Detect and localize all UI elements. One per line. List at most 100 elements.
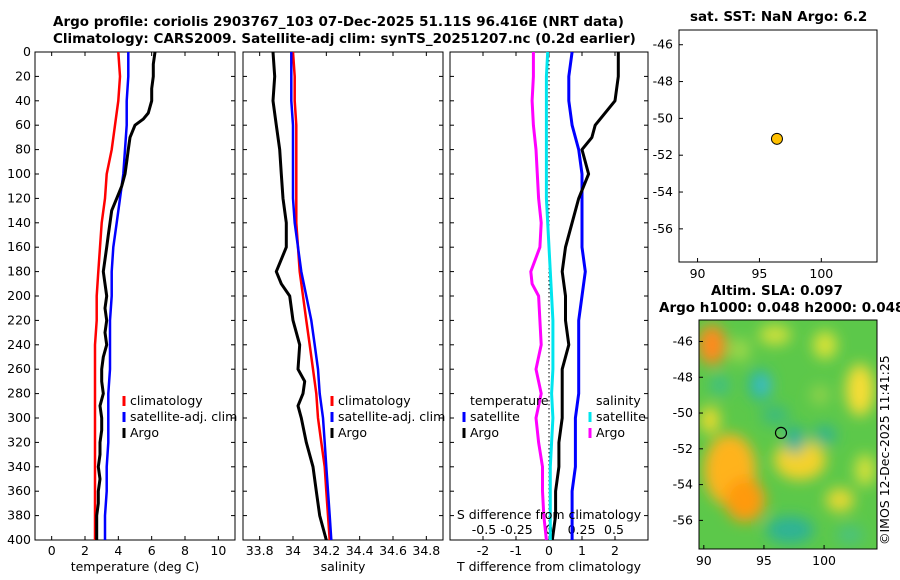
y-tick-label: 380	[7, 508, 31, 523]
sst-map-axes-box	[678, 29, 878, 263]
copyright-label: ©IMOS 12-Dec-2025 11:41:25	[877, 355, 892, 545]
sst-map-title: sat. SST: NaN Argo: 6.2	[690, 9, 868, 25]
map-y-tick-label: -46	[673, 333, 693, 348]
sla-map-panel: 90 95 100 -46 -48 -50 -52 -54 -56	[673, 319, 878, 568]
series-satellite-adj-clim	[290, 52, 333, 541]
y-tick-label: 180	[7, 264, 31, 279]
legend-satellite-label: satellite-adj. clim	[130, 409, 237, 424]
y-tick-label: 0	[23, 44, 31, 59]
legend-s-satellite-label: satellite	[596, 409, 646, 424]
y-tick-label: 320	[7, 434, 31, 449]
difference-legend-temperature: temperature satellite Argo	[462, 393, 549, 440]
series-climatology	[93, 51, 122, 540]
x-tick-label: -2	[477, 543, 489, 558]
legend-t-satellite-label: satellite	[470, 409, 520, 424]
y-tick-label: 400	[7, 532, 31, 547]
map-y-tick-label: -56	[673, 512, 693, 527]
x-tick-label: 4	[114, 543, 122, 558]
series-temperature-satellite	[567, 51, 587, 540]
x-tick-label: 6	[148, 543, 156, 558]
x-tick-label: 10	[210, 543, 226, 558]
difference-panel: -2 -1 0 1 2-0.5 -0.25 0 0.25 0.5 temperature sat…	[449, 51, 649, 574]
s-tick-label: 0.5	[604, 522, 624, 537]
series-satellite-adj-clim	[103, 52, 130, 540]
argo-location-marker	[774, 426, 788, 439]
sla-map-title-line2: Argo h1000: 0.048 h2000: 0.048	[659, 300, 900, 316]
y-tick-label: 240	[7, 337, 31, 352]
legend-climatology-label: climatology	[338, 393, 411, 408]
x-tick-label: 33.8	[246, 543, 274, 558]
x-tick-label: 0	[48, 543, 56, 558]
map-y-tick-label: -52	[653, 147, 673, 162]
sst-map-panel: 90 95 100 -46 -48 -50 -52 -54 -56	[653, 29, 878, 281]
series-salinity-argo	[529, 52, 548, 541]
salinity-legend: climatology satellite-adj. clim Argo	[330, 393, 445, 440]
y-tick-label: 100	[7, 166, 31, 181]
y-tick-label: 280	[7, 386, 31, 401]
map-y-tick-label: -56	[653, 221, 673, 236]
figure-title-line1: Argo profile: coriolis 2903767_103 07-De…	[53, 14, 624, 30]
map-y-tick-label: -48	[653, 74, 673, 89]
s-tick-label: -0.5	[472, 522, 496, 537]
y-tick-label: 360	[7, 483, 31, 498]
legend-s-argo-label: Argo	[596, 425, 625, 440]
x-tick-label: 1	[578, 543, 586, 558]
legend-climatology-label: climatology	[130, 393, 203, 408]
y-tick-label: 260	[7, 361, 31, 376]
figure-title-line2: Climatology: CARS2009. Satellite-adj cli…	[53, 31, 636, 47]
y-tick-label: 160	[7, 239, 31, 254]
sla-map-title-line1: Altim. SLA: 0.097	[711, 283, 843, 299]
s-tick-label: -0.25	[500, 522, 532, 537]
salinity-axes-box	[242, 51, 444, 541]
map-y-tick-label: -46	[653, 37, 673, 52]
temperature-axes-box	[34, 51, 236, 541]
legend-argo-label: Argo	[130, 425, 159, 440]
map-x-tick-label: 95	[751, 266, 767, 281]
map-y-tick-label: -48	[673, 369, 693, 384]
s-tick-label: 0.25	[568, 522, 596, 537]
temperature-panel: 0204060801001201401601802002202402602803…	[7, 44, 237, 574]
y-tick-label: 20	[15, 68, 31, 83]
map-x-tick-label: 100	[812, 553, 836, 568]
series-climatology	[291, 51, 331, 541]
y-tick-label: 40	[15, 93, 31, 108]
series-salinity-satellite	[544, 51, 555, 540]
x-tick-label: 2	[611, 543, 619, 558]
map-x-tick-label: 90	[690, 266, 706, 281]
x-tick-label: 34	[285, 543, 301, 558]
difference-xlabel: T difference from climatology	[456, 559, 642, 574]
y-tick-label: 200	[7, 288, 31, 303]
map-y-tick-label: -54	[653, 184, 673, 199]
x-tick-label: 2	[81, 543, 89, 558]
x-tick-label: 0	[545, 543, 553, 558]
map-y-tick-label: -52	[673, 441, 693, 456]
salinity-panel: 33.8 34 34.2 34.4 34.6 34.8 climatology satel…	[242, 51, 445, 574]
temperature-legend: climatology satellite-adj. clim Argo	[122, 393, 237, 440]
y-tick-label: 140	[7, 215, 31, 230]
series-temperature-argo	[550, 52, 620, 541]
map-y-tick-label: -50	[653, 110, 673, 125]
map-x-tick-label: 90	[696, 553, 712, 568]
difference-legend-salinity: salinity satellite Argo	[588, 393, 646, 440]
legend-argo-label: Argo	[338, 425, 367, 440]
legend-satellite-label: satellite-adj. clim	[338, 409, 445, 424]
difference-xlabel-top: S difference from climatology	[457, 507, 642, 522]
salinity-xlabel: salinity	[321, 559, 366, 574]
map-y-tick-label: -54	[673, 477, 693, 492]
argo-location-marker	[770, 132, 783, 145]
sla-map-axes-box	[698, 319, 878, 550]
series-argo	[271, 51, 328, 541]
y-tick-label: 340	[7, 459, 31, 474]
y-tick-label: 120	[7, 190, 31, 205]
x-tick-label: 34.4	[346, 543, 374, 558]
legend-salinity-title: salinity	[596, 393, 641, 408]
x-tick-label: 34.8	[412, 543, 440, 558]
x-tick-label: -1	[510, 543, 522, 558]
y-tick-label: 220	[7, 312, 31, 327]
series-argo	[95, 51, 157, 540]
legend-temperature-title: temperature	[470, 393, 549, 408]
map-x-tick-label: 100	[809, 266, 833, 281]
y-tick-label: 300	[7, 410, 31, 425]
x-tick-label: 8	[181, 543, 189, 558]
